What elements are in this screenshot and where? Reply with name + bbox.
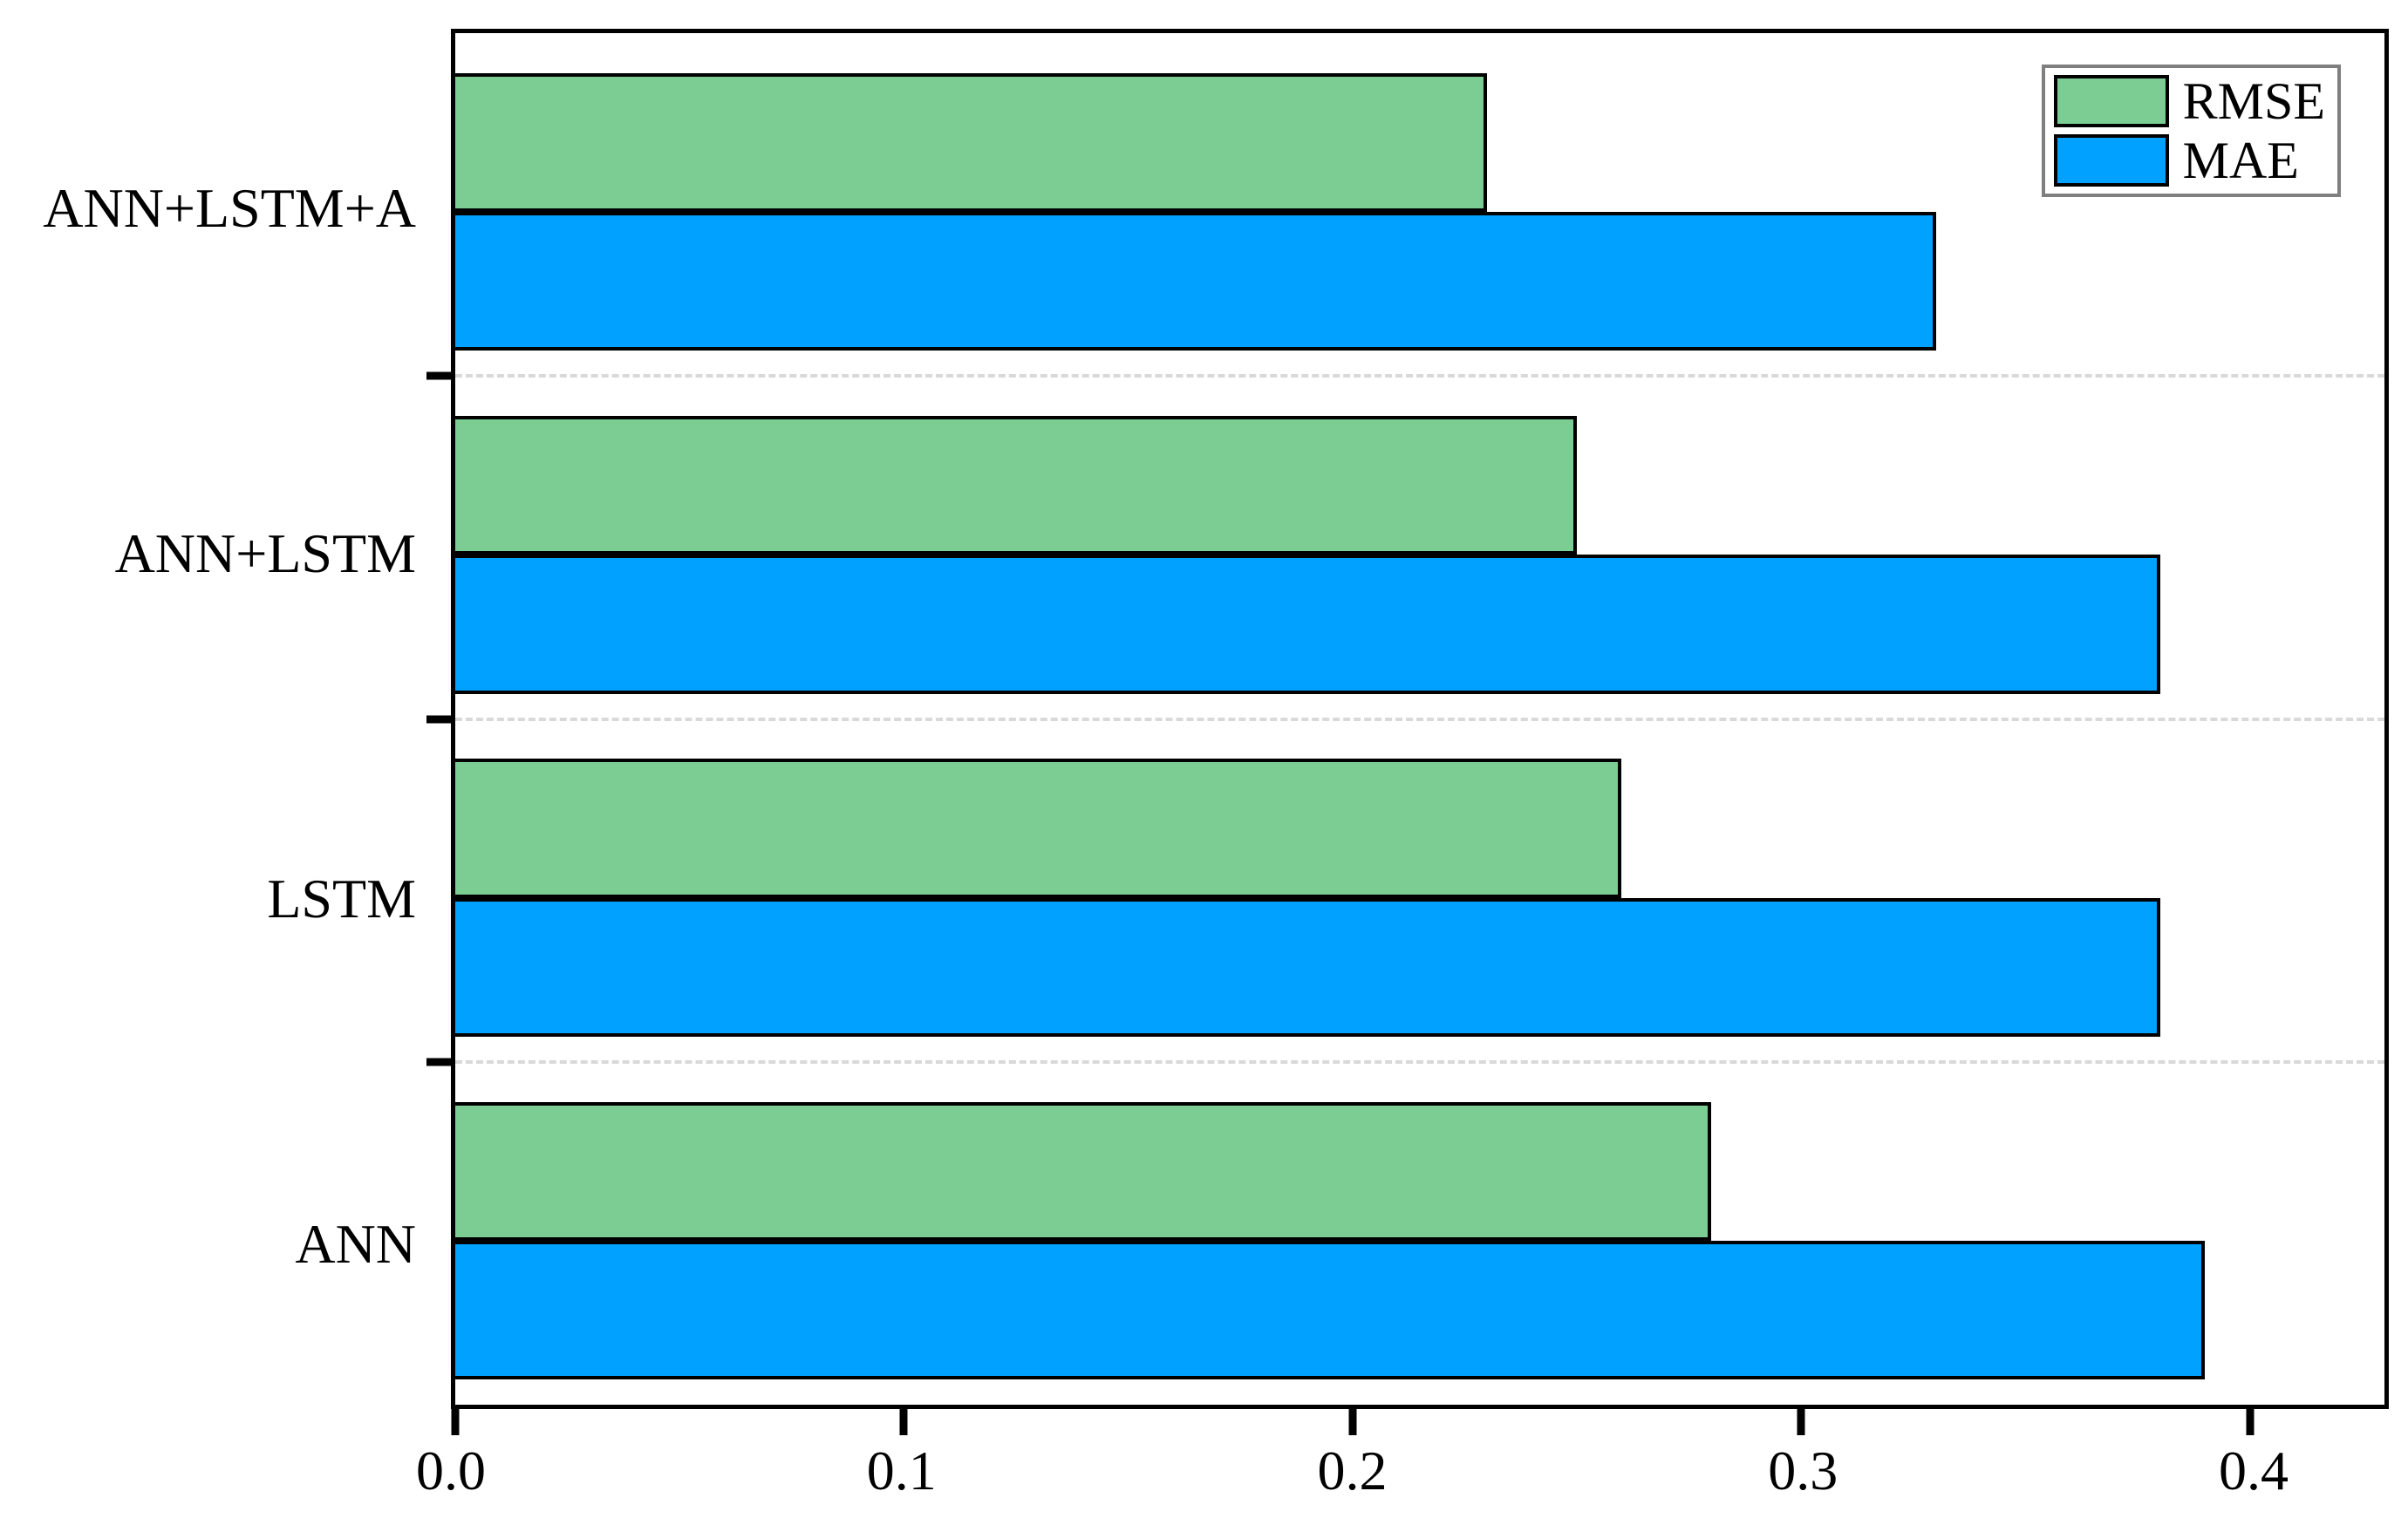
- plot-area: RMSE MAE: [426, 29, 2389, 1435]
- mae-swatch: [2053, 134, 2169, 187]
- x-tick-label-0.1: 0.1: [866, 1440, 937, 1501]
- mae-bar-ann-lstm: [455, 555, 2160, 694]
- x-tick-label-0.2: 0.2: [1317, 1440, 1388, 1501]
- y-axis-tick: [426, 715, 455, 723]
- x-axis-tick: [899, 1409, 908, 1435]
- y-axis-labels: ANN+LSTM+A ANN+LSTM LSTM ANN: [0, 29, 451, 1409]
- x-tick-label-0.0: 0.0: [416, 1440, 486, 1501]
- mae-bar-ann: [455, 1240, 2206, 1380]
- legend-item-mae: MAE: [2053, 132, 2325, 189]
- legend-item-rmse: RMSE: [2053, 72, 2325, 130]
- x-axis-tick: [451, 1409, 460, 1435]
- x-axis-tick: [2246, 1409, 2255, 1435]
- gridline: [455, 1059, 2384, 1064]
- mae-bar-lstm: [455, 897, 2160, 1037]
- category-label-lstm: LSTM: [267, 867, 416, 929]
- category-label-ann-lstm: ANN+LSTM: [114, 522, 416, 585]
- rmse-bar-ann-lstm-a: [455, 72, 1488, 213]
- rmse-bar-ann-lstm: [455, 416, 1578, 555]
- gridline: [455, 717, 2384, 721]
- legend: RMSE MAE: [2041, 65, 2341, 197]
- rmse-bar-ann: [455, 1101, 1712, 1241]
- rmse-bar-lstm: [455, 759, 1622, 898]
- rmse-swatch: [2053, 75, 2169, 127]
- x-axis-tick: [1797, 1409, 1805, 1435]
- category-label-ann-lstm-a: ANN+LSTM+A: [43, 177, 416, 240]
- x-axis-labels: 0.0 0.1 0.2 0.3 0.4: [416, 1439, 2389, 1517]
- mae-bar-ann-lstm-a: [455, 212, 1936, 351]
- y-axis-tick: [426, 1058, 455, 1066]
- category-label-ann: ANN: [295, 1212, 416, 1275]
- x-tick-label-0.4: 0.4: [2218, 1440, 2289, 1501]
- y-axis-tick: [426, 371, 455, 380]
- x-axis-tick: [1348, 1409, 1357, 1435]
- gridline: [455, 374, 2384, 378]
- x-tick-label-0.3: 0.3: [1768, 1440, 1838, 1501]
- mae-legend-label: MAE: [2182, 132, 2299, 189]
- rmse-legend-label: RMSE: [2182, 72, 2325, 130]
